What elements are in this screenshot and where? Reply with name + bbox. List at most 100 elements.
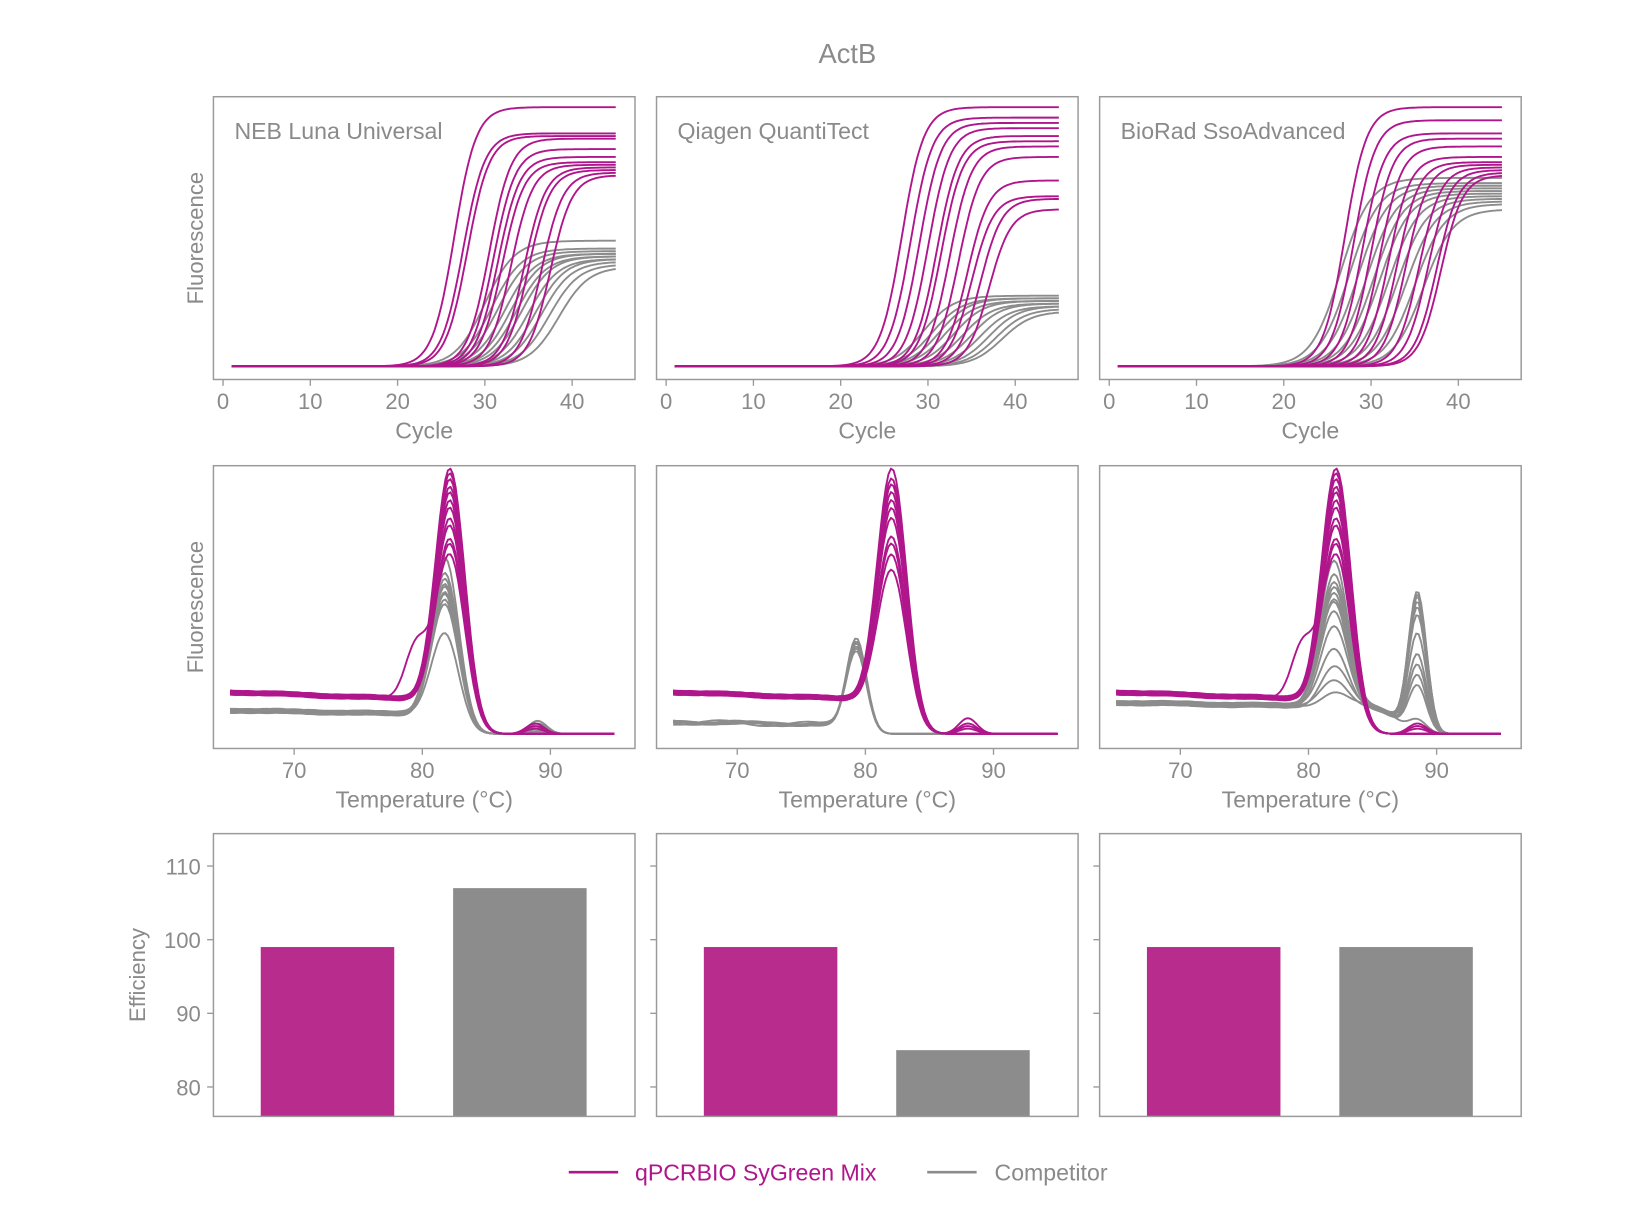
- melt-curve-sygreen: [673, 516, 1058, 735]
- x-tick-label: 90: [1424, 758, 1449, 783]
- panel-melt-qiagen: 70 80 90 Temperature (°C): [655, 464, 1079, 812]
- amplification-curve-sygreen: [674, 179, 1059, 368]
- bar-sygreen: [1146, 947, 1281, 1117]
- amplification-curve-sygreen: [231, 135, 616, 368]
- panel-frame: [212, 832, 636, 1118]
- x-tick-label: 30: [473, 389, 498, 414]
- y-tick-label: 110: [166, 854, 201, 879]
- amplification-curve-competitor: [1117, 187, 1502, 368]
- amplification-curve-sygreen: [674, 116, 1059, 368]
- bar-competitor: [896, 1050, 1030, 1117]
- x-axis-label: Cycle: [1282, 417, 1340, 443]
- panel-efficiency-neb: 80 90 100 110 Efficiency: [125, 832, 636, 1118]
- figure-title: ActB: [818, 38, 876, 69]
- panel-frame: [1098, 464, 1522, 750]
- melt-curve-sygreen: [672, 491, 1058, 735]
- panels: 0 10 20 30 40 Cycle NEB Luna Universal Fluoresc…: [125, 95, 1522, 1118]
- amplification-curve-sygreen: [1117, 175, 1502, 368]
- panel-frame: [655, 832, 1079, 1118]
- melt-curve-sygreen: [230, 553, 615, 735]
- y-axis-label: Fluorescence: [183, 172, 208, 304]
- x-tick-label: 80: [1296, 758, 1321, 783]
- melt-curve-sygreen: [230, 517, 615, 735]
- melt-curve-sygreen: [673, 542, 1058, 735]
- x-tick-label: 80: [410, 758, 435, 783]
- panel-frame: [1098, 832, 1522, 1118]
- melt-curve-competitor: [1116, 581, 1501, 735]
- panel-melt-neb: 70 80 90 Temperature (°C) Fluorescence: [183, 464, 636, 812]
- panel-frame: [655, 464, 1079, 750]
- melt-curve-sygreen: [673, 535, 1058, 735]
- amplification-curve-sygreen: [1117, 156, 1502, 368]
- x-tick-label: 10: [741, 389, 766, 414]
- amplification-curve-sygreen: [1117, 166, 1502, 368]
- amplification-curve-competitor: [1117, 182, 1502, 368]
- panel-efficiency-biorad: [1093, 832, 1522, 1118]
- panel-efficiency-qiagen: [650, 832, 1079, 1118]
- amplification-curve-sygreen: [674, 106, 1059, 368]
- y-tick-label: 100: [164, 928, 201, 953]
- melt-curve-competitor: [1116, 573, 1501, 735]
- x-axis-label: Temperature (°C): [779, 786, 956, 812]
- x-tick-label: 0: [1103, 389, 1115, 414]
- x-tick-label: 80: [853, 758, 878, 783]
- x-tick-label: 40: [1003, 389, 1028, 414]
- amplification-curve-competitor: [231, 247, 616, 368]
- panel-frame: [1098, 95, 1522, 381]
- panel-label: Qiagen QuantiTect: [678, 118, 870, 144]
- panel-amplification-qiagen: 0 10 20 30 40 Cycle Qiagen QuantiTect: [655, 95, 1079, 443]
- amplification-curve-sygreen: [231, 169, 616, 368]
- panel-amplification-neb: 0 10 20 30 40 Cycle NEB Luna Universal Fluoresc…: [183, 95, 636, 443]
- amplification-curve-sygreen: [674, 121, 1059, 368]
- melt-curve-sygreen: [673, 553, 1058, 735]
- amplification-curve-competitor: [1117, 192, 1502, 368]
- x-tick-label: 70: [282, 758, 307, 783]
- panel-frame: [655, 95, 1079, 381]
- legend-label-competitor: Competitor: [995, 1160, 1108, 1186]
- bar-competitor: [1339, 947, 1473, 1117]
- amplification-curve-competitor: [231, 250, 616, 368]
- x-tick-label: 10: [1184, 389, 1209, 414]
- melt-curve-sygreen: [672, 507, 1058, 735]
- bar-sygreen: [260, 947, 395, 1117]
- x-axis-label: Cycle: [838, 417, 896, 443]
- amplification-curve-competitor: [1117, 203, 1502, 368]
- x-tick-label: 40: [1446, 389, 1471, 414]
- melt-curve-sygreen: [229, 506, 615, 735]
- melt-curve-sygreen: [1116, 491, 1501, 735]
- amplification-curve-competitor: [231, 252, 616, 368]
- melt-curve-competitor: [1116, 559, 1501, 735]
- x-tick-label: 10: [298, 389, 323, 414]
- amplification-curve-competitor: [231, 239, 616, 368]
- melt-curve-sygreen: [1116, 553, 1501, 735]
- melt-curve-sygreen: [230, 538, 615, 735]
- melt-curve-sygreen: [1116, 506, 1501, 735]
- x-tick-label: 30: [1359, 389, 1384, 414]
- panel-label: NEB Luna Universal: [234, 118, 442, 144]
- melt-curve-competitor: [230, 556, 615, 735]
- panel-frame: [212, 95, 636, 381]
- x-axis-label: Cycle: [395, 417, 453, 443]
- x-tick-label: 70: [1168, 758, 1193, 783]
- melt-curve-sygreen: [673, 499, 1058, 735]
- bar-competitor: [453, 888, 587, 1117]
- melt-curve-sygreen: [229, 499, 615, 735]
- y-axis-label: Fluorescence: [183, 541, 208, 673]
- panel-melt-biorad: 70 80 90 Temperature (°C): [1098, 464, 1522, 812]
- amplification-curve-competitor: [1117, 195, 1502, 368]
- amplification-curve-competitor: [1117, 190, 1502, 368]
- bar-sygreen: [703, 947, 838, 1117]
- x-tick-label: 0: [660, 389, 672, 414]
- amplification-curve-sygreen: [1117, 132, 1502, 368]
- y-tick-label: 80: [176, 1075, 201, 1100]
- amplification-curve-competitor: [1117, 200, 1502, 368]
- x-tick-label: 90: [538, 758, 563, 783]
- melt-curve-sygreen: [229, 542, 615, 735]
- melt-curve-sygreen: [1116, 499, 1501, 735]
- amplification-curve-sygreen: [1117, 119, 1502, 368]
- x-tick-label: 0: [217, 389, 229, 414]
- x-tick-label: 20: [385, 389, 410, 414]
- melt-curve-sygreen: [230, 491, 615, 735]
- x-tick-label: 20: [828, 389, 853, 414]
